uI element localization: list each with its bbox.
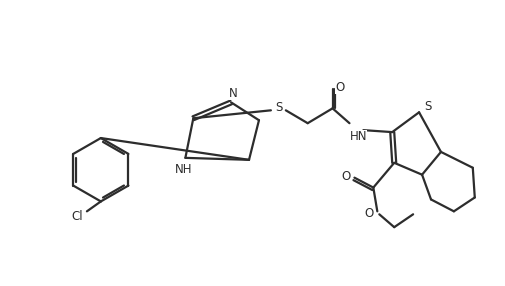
Text: N: N	[228, 87, 237, 100]
Text: S: S	[424, 100, 431, 113]
Text: O: O	[334, 81, 343, 94]
Text: S: S	[275, 101, 282, 114]
Text: HN: HN	[349, 130, 367, 142]
Text: O: O	[341, 170, 350, 183]
Text: NH: NH	[174, 163, 192, 176]
Text: O: O	[364, 207, 373, 220]
Text: Cl: Cl	[71, 210, 83, 223]
